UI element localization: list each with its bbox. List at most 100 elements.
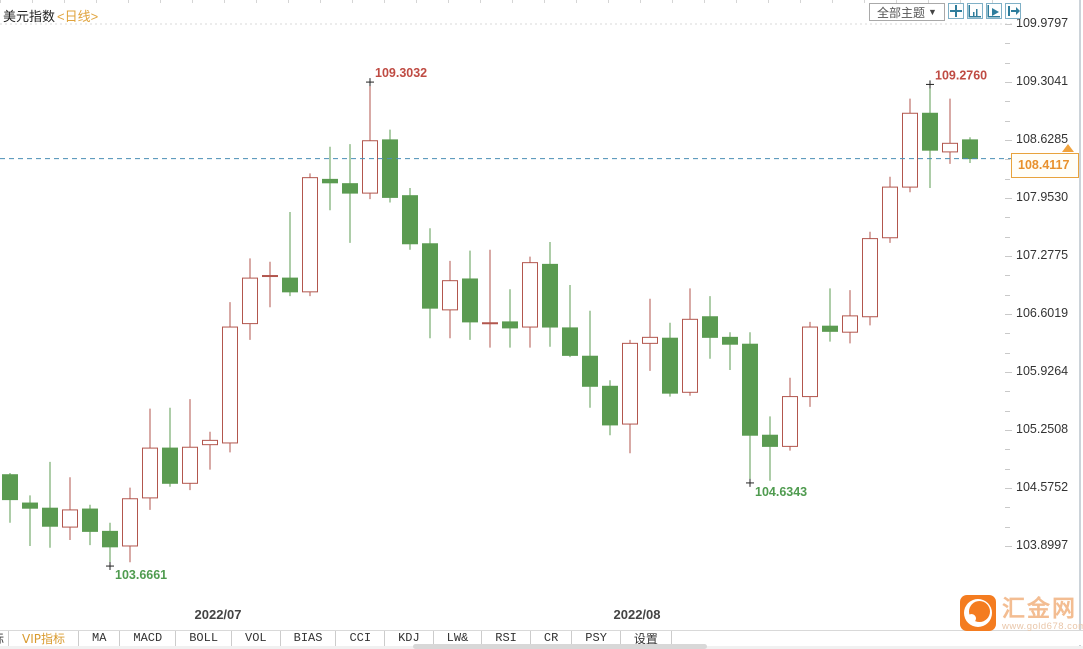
y-axis-tick: [1005, 507, 1010, 509]
ruler-tick: [480, 0, 481, 3]
candle: [402, 187, 418, 250]
candle: [382, 129, 398, 203]
tab-RSI[interactable]: RSI: [482, 630, 531, 646]
svg-text:109.2760: 109.2760: [935, 68, 987, 82]
y-axis-tick: [1005, 333, 1010, 335]
candle: [422, 228, 438, 339]
low-annotation: 104.6343: [746, 478, 807, 499]
tab-LW&[interactable]: LW&: [434, 630, 483, 646]
pan-right-icon[interactable]: [1005, 3, 1021, 19]
tab-PSY[interactable]: PSY: [572, 630, 621, 646]
candle: [962, 137, 978, 164]
y-axis-tick: [1005, 178, 1010, 180]
candle: [582, 310, 598, 408]
y-axis-tick: [1005, 410, 1010, 412]
y-axis-label: 106.6019: [1016, 306, 1069, 320]
candle: [902, 98, 918, 193]
candle: [482, 249, 498, 348]
candle: [262, 261, 278, 308]
y-axis-label: 104.5752: [1016, 480, 1069, 494]
tab-MA[interactable]: MA: [79, 630, 121, 646]
y-axis-tick: [1005, 314, 1012, 316]
theme-select[interactable]: 全部主题 ▼: [869, 3, 945, 21]
ruler-tick: [384, 0, 385, 3]
candle: [322, 146, 338, 211]
low-annotation: 103.6661: [106, 562, 167, 582]
ruler-tick: [448, 0, 449, 3]
ruler-tick: [960, 0, 961, 3]
candle: [362, 82, 378, 200]
tab-label: BIAS: [293, 631, 323, 645]
axis-pointer-icon[interactable]: [986, 3, 1002, 19]
tab-设置[interactable]: 设置: [621, 630, 672, 646]
ruler-tick: [928, 0, 929, 3]
tab-VIP指标[interactable]: VIP指标: [9, 630, 79, 646]
candle: [862, 231, 878, 326]
tab-KDJ[interactable]: KDJ: [385, 630, 434, 646]
ruler-tick: [608, 0, 609, 3]
candle: [302, 173, 318, 297]
candle: [602, 380, 618, 436]
ruler-tick: [128, 0, 129, 3]
candle: [462, 250, 478, 340]
y-axis-tick: [1005, 217, 1010, 219]
candle: [622, 339, 638, 454]
y-axis-tick: [1005, 120, 1010, 122]
ruler-tick: [512, 0, 513, 3]
svg-text:104.6343: 104.6343: [755, 485, 807, 499]
y-axis-tick: [1005, 236, 1010, 238]
tab-VOL[interactable]: VOL: [232, 630, 281, 646]
y-axis-tick: [1005, 546, 1012, 548]
crosshair-icon[interactable]: [948, 3, 964, 19]
y-axis-tick: [1005, 468, 1010, 470]
tab-CR[interactable]: CR: [531, 630, 573, 646]
candle: [502, 289, 518, 348]
candle: [822, 288, 838, 342]
tab-MACD[interactable]: MACD: [120, 630, 177, 646]
candle: [62, 477, 78, 540]
tab-label: MACD: [133, 631, 163, 645]
candle: [2, 472, 18, 523]
y-axis-label: 107.9530: [1016, 190, 1069, 204]
tab-标[interactable]: 标: [0, 630, 9, 646]
ruler-tick: [64, 0, 65, 3]
ruler-tick: [672, 0, 673, 3]
logo-url: www.gold678.com: [1002, 621, 1083, 632]
candle: [182, 399, 198, 491]
axis-scale-icon[interactable]: [967, 3, 983, 19]
candlestick-chart[interactable]: 103.6661 109.3032 104.6343 109.2760: [0, 0, 1012, 600]
candle: [702, 296, 718, 359]
tab-label: BOLL: [189, 631, 219, 645]
y-axis-tick: [1005, 159, 1010, 161]
candle: [782, 377, 798, 451]
tab-BOLL[interactable]: BOLL: [176, 630, 233, 646]
tab-label: KDJ: [398, 631, 420, 645]
horizontal-scrollbar-thumb[interactable]: [413, 644, 707, 649]
y-axis-tick: [1005, 101, 1010, 103]
ruler-tick: [96, 0, 97, 3]
candle: [242, 258, 258, 340]
ruler-tick: [224, 0, 225, 3]
candle: [942, 98, 958, 164]
tab-CCI[interactable]: CCI: [336, 630, 386, 646]
y-axis-label: 109.3041: [1016, 74, 1069, 88]
candle: [282, 211, 298, 297]
ruler-tick: [544, 0, 545, 3]
ruler-tick: [256, 0, 257, 3]
x-axis-label: 2022/07: [194, 607, 242, 622]
y-axis-label: 109.9797: [1016, 16, 1069, 30]
symbol-name: 美元指数: [3, 9, 56, 24]
tab-BIAS[interactable]: BIAS: [281, 630, 337, 646]
y-axis-label: 105.9264: [1016, 363, 1069, 378]
x-axis-label: 2022/08: [613, 607, 661, 622]
candle: [442, 260, 458, 339]
chart-toolbar-icons: [948, 3, 1021, 19]
candle: [82, 504, 98, 546]
y-axis-tick: [1005, 24, 1012, 25]
tab-label: VIP指标: [22, 631, 65, 646]
tab-label: VOL: [245, 631, 267, 645]
site-logo: 汇金网 www.gold678.com: [960, 595, 1083, 632]
candle: [342, 144, 358, 243]
tab-label: 标: [0, 631, 4, 646]
